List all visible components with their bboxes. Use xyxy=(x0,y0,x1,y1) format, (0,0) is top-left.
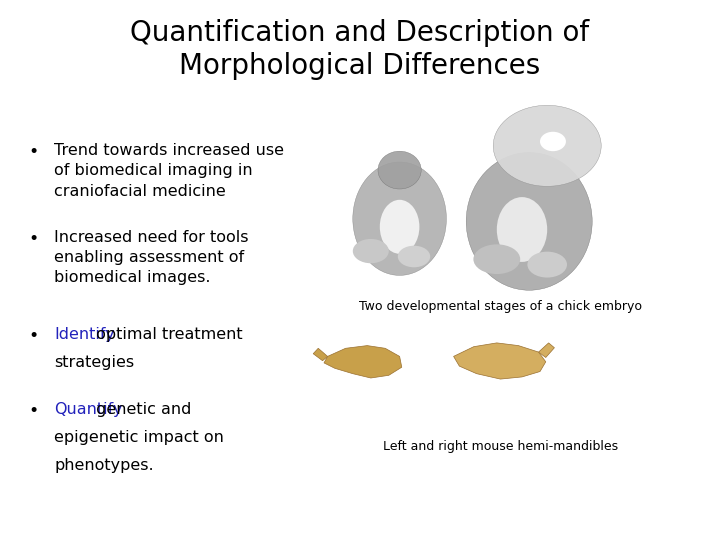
Text: genetic and: genetic and xyxy=(91,402,192,417)
Text: Quantification and Description of
Morphological Differences: Quantification and Description of Morpho… xyxy=(130,19,590,80)
Text: Trend towards increased use
of biomedical imaging in
craniofacial medicine: Trend towards increased use of biomedica… xyxy=(54,143,284,199)
Ellipse shape xyxy=(353,239,389,263)
Polygon shape xyxy=(539,343,554,357)
Text: Left and right mouse hemi-mandibles: Left and right mouse hemi-mandibles xyxy=(383,440,618,453)
Text: •: • xyxy=(29,402,39,420)
Ellipse shape xyxy=(380,200,419,254)
Ellipse shape xyxy=(353,162,446,275)
Text: Quantify: Quantify xyxy=(54,402,122,417)
Text: •: • xyxy=(29,327,39,345)
Text: •: • xyxy=(29,143,39,161)
Text: optimal treatment: optimal treatment xyxy=(91,327,243,342)
Polygon shape xyxy=(324,346,402,378)
Text: Identify: Identify xyxy=(54,327,114,342)
Circle shape xyxy=(493,105,601,186)
Polygon shape xyxy=(313,348,328,361)
Text: strategies: strategies xyxy=(54,355,134,370)
Ellipse shape xyxy=(397,246,430,267)
Text: Two developmental stages of a chick embryo: Two developmental stages of a chick embr… xyxy=(359,300,642,313)
Text: phenotypes.: phenotypes. xyxy=(54,458,153,474)
Ellipse shape xyxy=(497,197,547,262)
Ellipse shape xyxy=(528,252,567,278)
Text: •: • xyxy=(29,230,39,247)
Text: Increased need for tools
enabling assessment of
biomedical images.: Increased need for tools enabling assess… xyxy=(54,230,248,285)
Ellipse shape xyxy=(467,153,593,291)
Polygon shape xyxy=(454,343,546,379)
Circle shape xyxy=(540,132,566,151)
Ellipse shape xyxy=(474,244,520,274)
Ellipse shape xyxy=(378,151,421,189)
Text: epigenetic impact on: epigenetic impact on xyxy=(54,430,224,445)
